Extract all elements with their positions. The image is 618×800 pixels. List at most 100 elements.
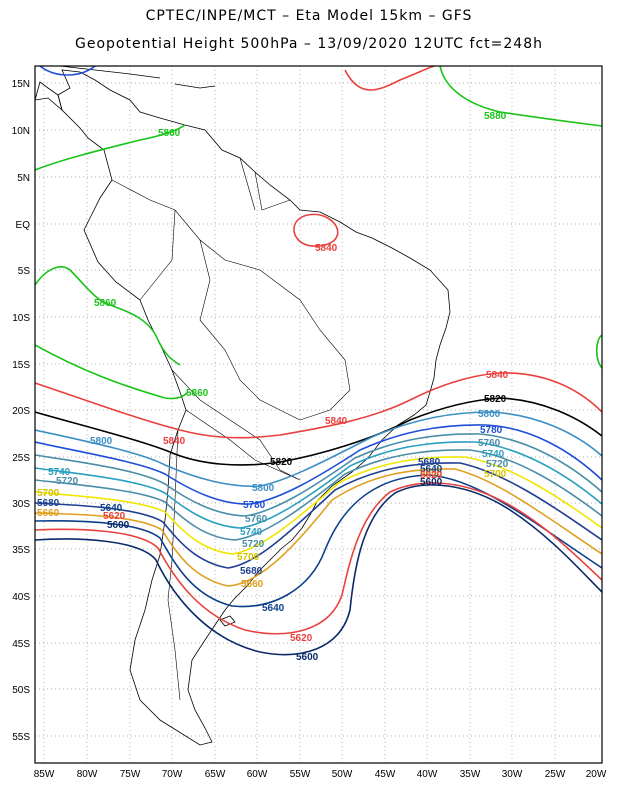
lon-label: 85W (34, 769, 55, 780)
label-5700-east: 5700 (484, 469, 507, 480)
label-5680-w: 5680 (37, 498, 60, 509)
label-5700-w: 5700 (37, 488, 60, 499)
contour-5880 (439, 66, 602, 127)
label-5640-w: 5640 (100, 503, 123, 514)
lat-label: 30S (12, 499, 30, 510)
contour-5860-east (595, 334, 602, 369)
label-5660-w: 5660 (37, 508, 60, 519)
label-5620-east: 5620 (420, 470, 443, 481)
latitude-labels: 15N 10N 5N EQ 5S 10S 15S 20S 25S 30S 35S… (12, 79, 31, 743)
lat-label: 20S (12, 406, 30, 417)
lat-label: 25S (12, 453, 30, 464)
contour-5680 (35, 462, 602, 569)
label-5800-ctr: 5800 (252, 483, 275, 494)
label-5760-east: 5760 (478, 438, 501, 449)
lat-label: EQ (16, 220, 31, 231)
label-5740-east: 5740 (482, 449, 505, 460)
lon-label: 20W (586, 769, 607, 780)
label-5720-w: 5720 (56, 476, 79, 487)
lat-label: 5N (17, 173, 30, 184)
contour-5740 (35, 441, 602, 529)
contour-5640 (35, 474, 602, 608)
contour-5820 (35, 397, 602, 466)
label-5600-ctr: 5600 (296, 652, 319, 663)
lat-label: 50S (12, 685, 30, 696)
label-5720-east: 5720 (486, 459, 509, 470)
label-5840-ctr: 5840 (163, 436, 186, 447)
contour-5800 (35, 411, 602, 488)
label-5640-ctr: 5640 (262, 603, 285, 614)
label-5600-w: 5600 (107, 520, 130, 531)
lat-label: 55S (12, 732, 30, 743)
label-5600-east: 5600 (420, 477, 443, 488)
lon-label: 45W (375, 769, 396, 780)
contour-labels: 5860 5860 5860 5880 5840 5840 5840 5840 … (37, 111, 509, 663)
label-5740-ctr: 5740 (240, 527, 263, 538)
lon-label: 80W (77, 769, 98, 780)
lon-label: 35W (460, 769, 481, 780)
lon-label: 75W (120, 769, 141, 780)
contour-5700 (35, 456, 602, 555)
label-5620-w: 5620 (103, 511, 126, 522)
graticule (35, 66, 602, 763)
map-frame (34, 65, 603, 764)
lat-label: 15S (12, 360, 30, 371)
label-5780-ctr: 5780 (243, 500, 266, 511)
label-5680-ctr: 5680 (240, 566, 263, 577)
contour-5860-blue-nw (39, 66, 96, 76)
contour-5840-main (35, 372, 602, 439)
lat-label: 10S (12, 313, 30, 324)
label-5860-w: 5860 (94, 298, 117, 309)
label-5880-ne: 5880 (484, 111, 507, 122)
lon-label: 25W (545, 769, 566, 780)
label-5820-ctr: 5820 (270, 457, 293, 468)
south-america-coastline (57, 69, 451, 746)
label-5780-east: 5780 (480, 425, 503, 436)
lat-label: 15N (12, 79, 30, 90)
label-5640-east: 5640 (420, 464, 443, 475)
contour-5660 (35, 468, 602, 587)
contour-5720 (35, 449, 602, 541)
longitude-labels: 85W 80W 75W 70W 65W 60W 55W 50W 45W 40W … (34, 769, 607, 780)
cuba-island (59, 66, 161, 79)
contour-5600 (35, 484, 602, 656)
contour-layer (35, 66, 602, 656)
label-5820-east: 5820 (484, 394, 507, 405)
label-5860-mid: 5860 (186, 388, 209, 399)
label-5700-ctr: 5700 (237, 552, 260, 563)
label-5720-ctr: 5720 (242, 539, 265, 550)
map-title-line2: Geopotential Height 500hPa – 13/09/2020 … (75, 36, 543, 52)
lon-label: 40W (417, 769, 438, 780)
country-borders (111, 157, 351, 701)
lon-label: 30W (502, 769, 523, 780)
label-5860-nw: 5860 (158, 128, 181, 139)
label-5620-ctr: 5620 (290, 633, 313, 644)
contour-5760 (35, 433, 602, 517)
lon-label: 70W (162, 769, 183, 780)
label-5840-mid: 5840 (325, 416, 348, 427)
hispaniola-island (174, 83, 216, 89)
label-5840-east: 5840 (486, 370, 509, 381)
contour-5860-w (35, 266, 181, 366)
label-5680-east: 5680 (418, 457, 441, 468)
label-5740-w: 5740 (48, 467, 71, 478)
label-5660-east: 5660 (420, 468, 443, 479)
lat-label: 40S (12, 592, 30, 603)
label-5840-amz: 5840 (315, 243, 338, 254)
lon-label: 65W (205, 769, 226, 780)
label-5760-ctr: 5760 (245, 514, 268, 525)
lat-label: 35S (12, 545, 30, 556)
lat-label: 45S (12, 639, 30, 650)
contour-5840-nne (344, 66, 436, 91)
contour-5620 (35, 482, 602, 635)
contour-5860-sw (35, 344, 189, 400)
contour-5840-amz (293, 213, 339, 247)
lon-label: 55W (290, 769, 311, 780)
lat-label: 10N (12, 126, 30, 137)
falkland-islands (219, 615, 236, 627)
map-title-line1: CPTEC/INPE/MCT – Eta Model 15km – GFS (145, 8, 473, 24)
lon-label: 50W (332, 769, 353, 780)
label-5800-east: 5800 (478, 409, 501, 420)
coastline-layer (35, 66, 451, 746)
